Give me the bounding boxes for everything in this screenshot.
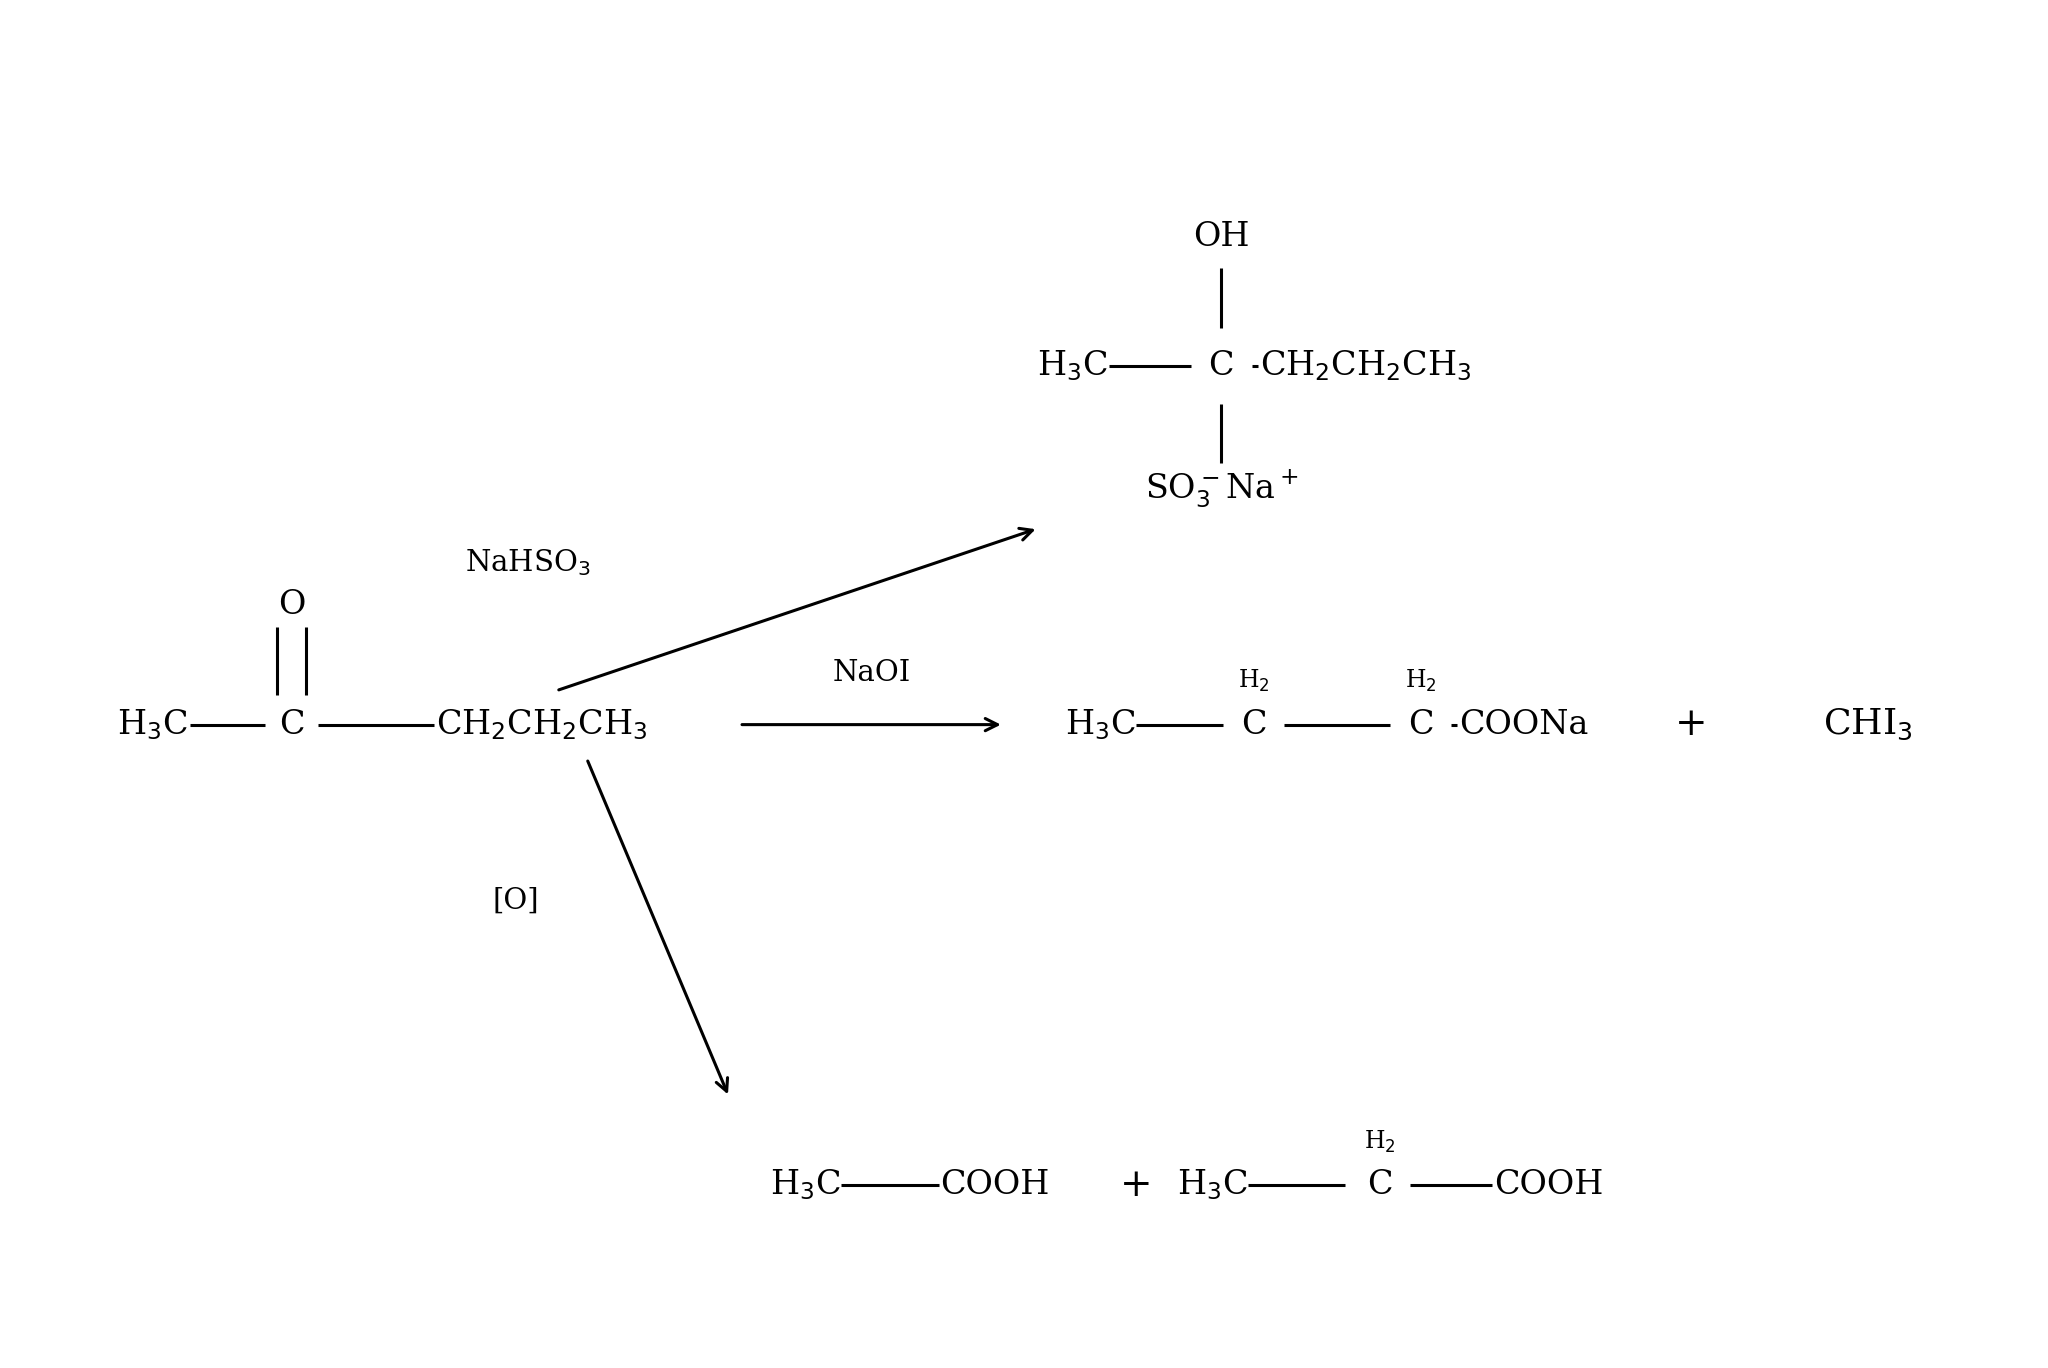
Text: COONa: COONa — [1460, 709, 1589, 740]
Text: H$_3$C: H$_3$C — [1036, 349, 1108, 383]
Text: CH$_2$CH$_2$CH$_3$: CH$_2$CH$_2$CH$_3$ — [1260, 349, 1470, 383]
Text: H$_3$C: H$_3$C — [770, 1168, 842, 1202]
Text: O: O — [279, 590, 305, 621]
Text: C: C — [1208, 350, 1235, 382]
Text: H$_2$: H$_2$ — [1364, 1129, 1397, 1155]
Text: C: C — [1407, 709, 1434, 740]
Text: C: C — [1241, 709, 1266, 740]
Text: C: C — [1368, 1170, 1393, 1201]
Text: H$_3$C: H$_3$C — [117, 707, 188, 741]
Text: H$_2$: H$_2$ — [1405, 668, 1436, 695]
Text: CH$_2$CH$_2$CH$_3$: CH$_2$CH$_2$CH$_3$ — [436, 707, 647, 741]
Text: NaOI: NaOI — [831, 659, 911, 687]
Text: COOH: COOH — [1493, 1170, 1604, 1201]
Text: C: C — [279, 709, 305, 740]
Text: [O]: [O] — [492, 886, 539, 915]
Text: +: + — [1120, 1167, 1153, 1204]
Text: OH: OH — [1194, 222, 1249, 253]
Text: CHI$_3$: CHI$_3$ — [1823, 707, 1913, 743]
Text: +: + — [1675, 706, 1708, 743]
Text: SO$_3^-$Na$^+$: SO$_3^-$Na$^+$ — [1145, 469, 1298, 512]
Text: COOH: COOH — [940, 1170, 1051, 1201]
Text: H$_3$C: H$_3$C — [1065, 707, 1137, 741]
Text: NaHSO$_3$: NaHSO$_3$ — [465, 547, 590, 577]
Text: H$_3$C: H$_3$C — [1178, 1168, 1247, 1202]
Text: H$_2$: H$_2$ — [1237, 668, 1270, 695]
